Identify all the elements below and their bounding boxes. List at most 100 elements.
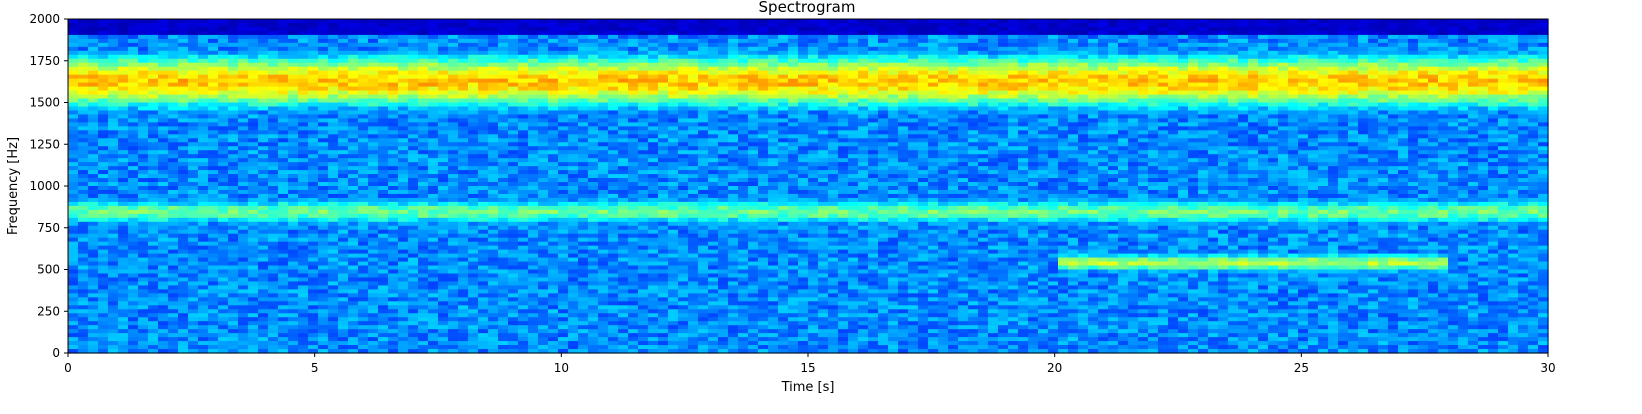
heatmap-cell [278,142,289,147]
heatmap-cell [338,102,349,108]
heatmap-cell [558,237,569,243]
heatmap-cell [118,170,129,175]
heatmap-cell [468,90,479,96]
heatmap-cell [458,30,469,36]
heatmap-cell [258,337,269,342]
heatmap-cell [208,309,219,314]
heatmap-cell [188,257,199,263]
heatmap-cell [518,313,529,318]
heatmap-cell [268,26,279,32]
heatmap-cell [148,142,159,147]
heatmap-cell [238,349,249,354]
heatmap-cell [198,257,209,263]
heatmap-cell [528,217,539,223]
heatmap-cell [398,110,409,116]
heatmap-cell [418,158,429,163]
heatmap-cell [638,201,649,207]
heatmap-cell [458,166,469,171]
heatmap-cell [538,82,549,88]
heatmap-cell [248,349,259,354]
heatmap-cell [478,186,489,191]
heatmap-cell [168,297,179,302]
heatmap-cell [318,170,329,175]
heatmap-cell [348,205,359,211]
heatmap-cell [528,209,539,215]
heatmap-cell [328,74,339,80]
heatmap-cell [278,182,289,187]
heatmap-cell [318,317,329,322]
heatmap-cell [88,70,99,76]
heatmap-cell [158,273,169,279]
heatmap-cell [68,297,79,302]
heatmap-cell [78,333,89,338]
heatmap-cell [588,229,599,235]
heatmap-cell [158,62,169,68]
heatmap-cell [378,66,389,72]
heatmap-cell [608,30,619,36]
heatmap-cell [128,221,139,227]
heatmap-cell [618,209,629,215]
heatmap-cell [258,333,269,338]
heatmap-cell [518,170,529,175]
heatmap-cell [248,58,259,64]
heatmap-cell [428,78,439,84]
heatmap-cell [248,94,259,100]
heatmap-cell [438,62,449,68]
heatmap-cell [478,42,489,48]
heatmap-cell [578,249,589,255]
heatmap-cell [468,134,479,139]
heatmap-cell [618,150,629,155]
heatmap-cell [468,74,479,80]
heatmap-cell [508,150,519,155]
heatmap-cell [328,197,339,203]
heatmap-cell [508,337,519,342]
heatmap-cell [468,269,479,275]
heatmap-cell [548,46,559,52]
heatmap-cell [138,257,149,263]
heatmap-cell [588,261,599,267]
heatmap-cell [618,229,629,235]
heatmap-cell [648,293,659,298]
heatmap-cell [98,122,109,127]
heatmap-cell [358,241,369,247]
heatmap-cell [88,174,99,179]
heatmap-cell [538,150,549,155]
heatmap-cell [648,138,659,143]
heatmap-cell [68,265,79,271]
heatmap-cell [548,154,559,159]
heatmap-cell [128,325,139,330]
heatmap-cell [488,106,499,112]
heatmap-cell [338,122,349,127]
heatmap-cell [558,118,569,123]
heatmap-cell [248,158,259,163]
heatmap-cell [178,305,189,310]
heatmap-cell [228,110,239,116]
heatmap-cell [368,265,379,271]
heatmap-cell [458,297,469,302]
heatmap-cell [648,209,659,215]
heatmap-cell [488,142,499,147]
heatmap-cell [488,102,499,108]
heatmap-cell [538,170,549,175]
heatmap-cell [438,317,449,322]
heatmap-cell [478,126,489,131]
heatmap-cell [408,106,419,112]
heatmap-cell [318,50,329,56]
heatmap-cell [198,333,209,338]
heatmap-cell [78,197,89,203]
heatmap-cell [118,186,129,191]
heatmap-cell [348,118,359,123]
heatmap-cell [88,333,99,338]
heatmap-cell [428,154,439,159]
heatmap-cell [428,30,439,36]
heatmap-cell [158,86,169,92]
heatmap-cell [388,241,399,247]
heatmap-cell [138,158,149,163]
heatmap-cell [338,225,349,231]
heatmap-cell [278,257,289,263]
heatmap-cell [608,221,619,227]
heatmap-cell [558,249,569,255]
heatmap-cell [328,297,339,302]
heatmap-cell [68,325,79,330]
heatmap-cell [448,269,459,275]
